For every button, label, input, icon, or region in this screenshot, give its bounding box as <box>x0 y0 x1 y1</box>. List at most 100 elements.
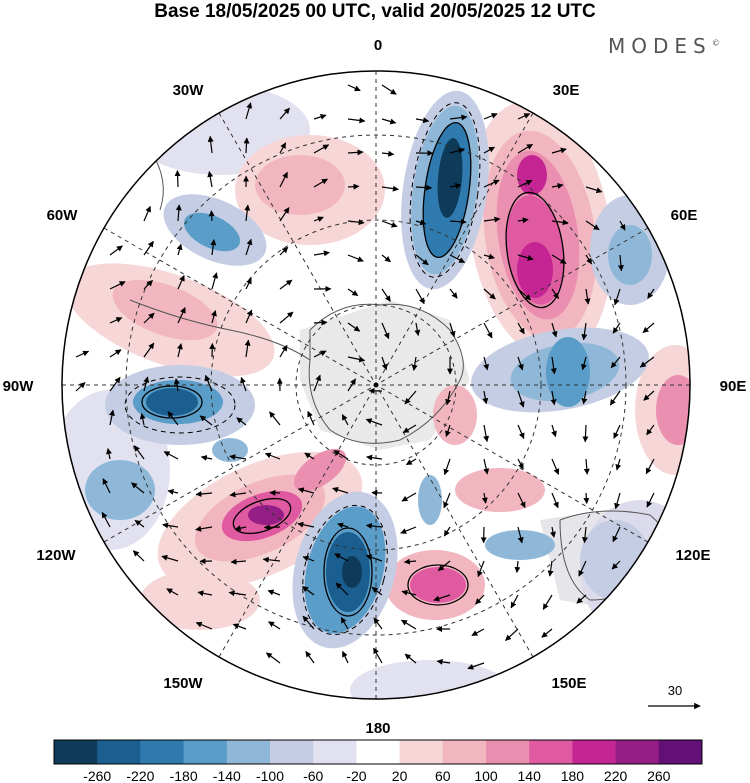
wind-arrow <box>510 594 519 609</box>
wind-arrow <box>517 254 534 261</box>
colorbar-tick-label: 140 <box>518 768 542 783</box>
wind-arrow <box>313 319 328 326</box>
wind-arrow <box>551 424 557 438</box>
wind-arrow <box>645 458 655 475</box>
colorbar-tick-labels: -260 -220 -180 -140 -100 -60 -20 20 60 100 140 180 2… <box>83 768 671 783</box>
wind-arrow <box>403 558 417 565</box>
wind-arrow <box>263 524 281 531</box>
wind-arrow <box>232 623 247 630</box>
wind-arrow <box>517 217 529 224</box>
wind-arrow <box>75 382 86 392</box>
wind-arrow <box>302 615 315 630</box>
wind-arrow <box>166 588 179 596</box>
wind-arrow <box>366 454 383 461</box>
wind-arrow <box>143 240 154 256</box>
wind-arrow <box>547 560 554 577</box>
wind-arrow <box>614 492 621 510</box>
wind-arrow <box>313 178 328 188</box>
wind-arrow <box>405 458 417 466</box>
wind-arrow <box>619 220 626 231</box>
wind-arrow <box>211 310 217 324</box>
colorbar-tick-label: 20 <box>392 768 408 783</box>
wind-arrow <box>108 409 115 426</box>
wind-arrow <box>176 243 183 256</box>
wind-arrow <box>611 560 621 570</box>
wind-arrow <box>304 452 315 460</box>
colorbar-swatch <box>54 740 98 764</box>
wind-arrow <box>161 554 179 562</box>
wind-arrow <box>583 458 590 475</box>
map-title: Base 18/05/2025 00 UTC, valid 20/05/2025… <box>154 1 596 22</box>
brand-text: MODES <box>608 34 712 58</box>
wind-arrow <box>517 143 534 154</box>
colorbar-tick-label: 260 <box>647 768 671 783</box>
wind-arrow <box>305 651 315 664</box>
wind-arrow <box>143 312 155 324</box>
wind-arrow <box>449 182 462 189</box>
wind-arrow <box>230 558 247 565</box>
wind-arrow <box>583 492 590 504</box>
wind-arrow <box>483 322 493 339</box>
colorbar <box>53 739 703 765</box>
wind-arrow <box>143 205 151 222</box>
wind-arrow <box>245 309 253 324</box>
wind-arrow <box>264 452 281 460</box>
wind-arrow <box>449 218 467 225</box>
wind-arrow <box>437 560 451 572</box>
wind-arrow <box>482 390 489 405</box>
wind-arrow <box>584 288 591 305</box>
wind-arrow <box>373 617 383 630</box>
wind-arrow <box>342 650 349 664</box>
wind-arrow <box>483 288 496 300</box>
wind-arrow <box>335 582 349 596</box>
wind-arrow <box>347 322 361 332</box>
wind-arrow <box>415 288 425 305</box>
colorbar-swatch <box>615 740 660 764</box>
wind-arrow <box>175 204 182 222</box>
wind-arrow <box>139 413 146 426</box>
wind-arrow <box>647 288 655 299</box>
wind-arrow <box>167 411 179 426</box>
wind-arrow <box>443 492 451 509</box>
wind-arrow <box>229 454 247 461</box>
wind-arrow <box>228 590 247 597</box>
wind-arrow <box>517 113 531 120</box>
wind-arrow <box>333 449 349 460</box>
wind-arrow <box>381 118 397 125</box>
wind-arrow <box>341 414 349 426</box>
wind-arrow <box>401 492 417 502</box>
wind-arrow <box>517 288 532 301</box>
reference-vector: 30 <box>648 683 701 710</box>
wind-arrow <box>279 142 287 154</box>
map-disc <box>62 71 690 699</box>
wind-arrow <box>195 491 213 497</box>
wind-arrow <box>244 339 251 358</box>
wind-arrow <box>109 317 123 324</box>
wind-arrow <box>109 349 122 358</box>
colorbar-tick-label: -220 <box>126 768 154 783</box>
wind-arrow <box>477 560 485 578</box>
colorbar-swatch <box>140 740 185 764</box>
lon-label-0: 0 <box>374 37 382 54</box>
wind-arrow <box>365 522 383 529</box>
colorbar-swatch <box>572 740 617 764</box>
wind-arrow <box>483 356 489 371</box>
wind-arrow <box>347 254 364 262</box>
wind-arrow <box>581 356 587 371</box>
wind-arrow <box>279 207 290 222</box>
lon-label-150w: 150W <box>163 675 203 692</box>
wind-arrow <box>174 170 181 188</box>
wind-arrow <box>365 554 383 562</box>
wind-arrow <box>229 491 247 498</box>
wind-arrow <box>411 356 418 371</box>
wind-arrow <box>415 219 427 226</box>
wind-arrow <box>109 281 126 290</box>
colorbar-tick-label: 60 <box>435 768 451 783</box>
wind-arrow <box>483 146 496 154</box>
wind-arrow <box>347 84 361 92</box>
colorbar-swatch <box>313 740 357 764</box>
wind-arrow <box>483 216 501 223</box>
wind-arrow <box>612 322 621 334</box>
wind-arrow <box>517 356 524 371</box>
wind-arrow <box>262 556 281 563</box>
